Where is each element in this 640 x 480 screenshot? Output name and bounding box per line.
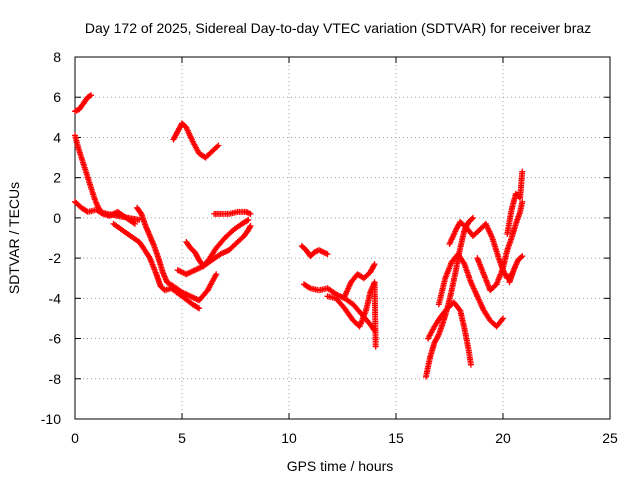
data-point	[88, 92, 94, 99]
y-tick-label: 8	[53, 49, 61, 65]
series-arc-e	[134, 204, 220, 304]
x-tick-label: 20	[495, 430, 511, 446]
y-tick-label: 4	[53, 129, 61, 145]
data-point	[196, 305, 203, 312]
series-arc-r	[474, 198, 526, 294]
data-point	[467, 361, 474, 368]
axis-ticks	[74, 56, 611, 420]
series-arc-a	[72, 92, 94, 115]
data-point	[500, 315, 506, 322]
data-point	[98, 210, 105, 217]
x-tick-label: 25	[602, 430, 618, 446]
data-point	[519, 253, 526, 260]
data-point	[213, 271, 220, 278]
data-point	[518, 254, 525, 261]
x-tick-label: 5	[178, 430, 186, 446]
y-tick-label: -2	[49, 250, 62, 266]
series-arc-t	[504, 168, 526, 237]
data-point	[245, 216, 252, 223]
series-arc-i	[211, 208, 254, 217]
data-point	[469, 215, 475, 222]
chart-title: Day 172 of 2025, Sidereal Day-to-day VTE…	[85, 20, 591, 36]
y-tick-label: -4	[49, 290, 62, 306]
x-tick-labels: 0 5 10 15 20 25	[71, 430, 618, 446]
data-point	[194, 304, 201, 311]
data-point	[519, 168, 526, 175]
data-series	[72, 92, 526, 380]
y-tick-label: 6	[53, 89, 61, 105]
y-tick-labels: -10 -8 -6 -4 -2 0 2 4 6 8	[41, 49, 61, 427]
data-point	[87, 92, 93, 99]
grid-lines	[75, 57, 610, 419]
data-point	[247, 210, 254, 217]
series-arc-f	[170, 120, 222, 161]
y-axis-label: SDTVAR / TECUs	[6, 182, 22, 294]
data-point	[324, 251, 331, 258]
series-arc-l	[324, 279, 379, 350]
y-tick-label: -10	[41, 411, 61, 427]
data-point	[372, 343, 379, 350]
series-arc-s	[506, 253, 526, 286]
y-tick-label: 0	[53, 210, 61, 226]
data-point	[470, 214, 476, 221]
data-point	[371, 261, 378, 268]
series-arc-h	[183, 216, 252, 270]
y-tick-label: -8	[49, 371, 62, 387]
data-point	[519, 198, 526, 205]
data-point	[131, 220, 138, 227]
data-point	[214, 143, 221, 150]
y-tick-label: -6	[49, 331, 62, 347]
x-tick-label: 0	[71, 430, 79, 446]
series-arc-p	[446, 218, 515, 282]
series-arc-q	[435, 251, 506, 330]
y-tick-label: 2	[53, 170, 61, 186]
series-arc-j	[298, 243, 331, 260]
data-point	[215, 142, 222, 149]
plot-frame	[74, 56, 611, 420]
series-arc-c	[72, 198, 138, 227]
series-arc-d	[110, 220, 203, 312]
series-arc-o	[425, 299, 474, 368]
data-point	[244, 217, 251, 224]
x-tick-label: 15	[388, 430, 404, 446]
data-point	[247, 222, 254, 229]
x-axis-label: GPS time / hours	[287, 458, 394, 474]
data-point	[306, 284, 313, 291]
x-tick-label: 10	[281, 430, 297, 446]
series-arc-m	[341, 261, 378, 300]
